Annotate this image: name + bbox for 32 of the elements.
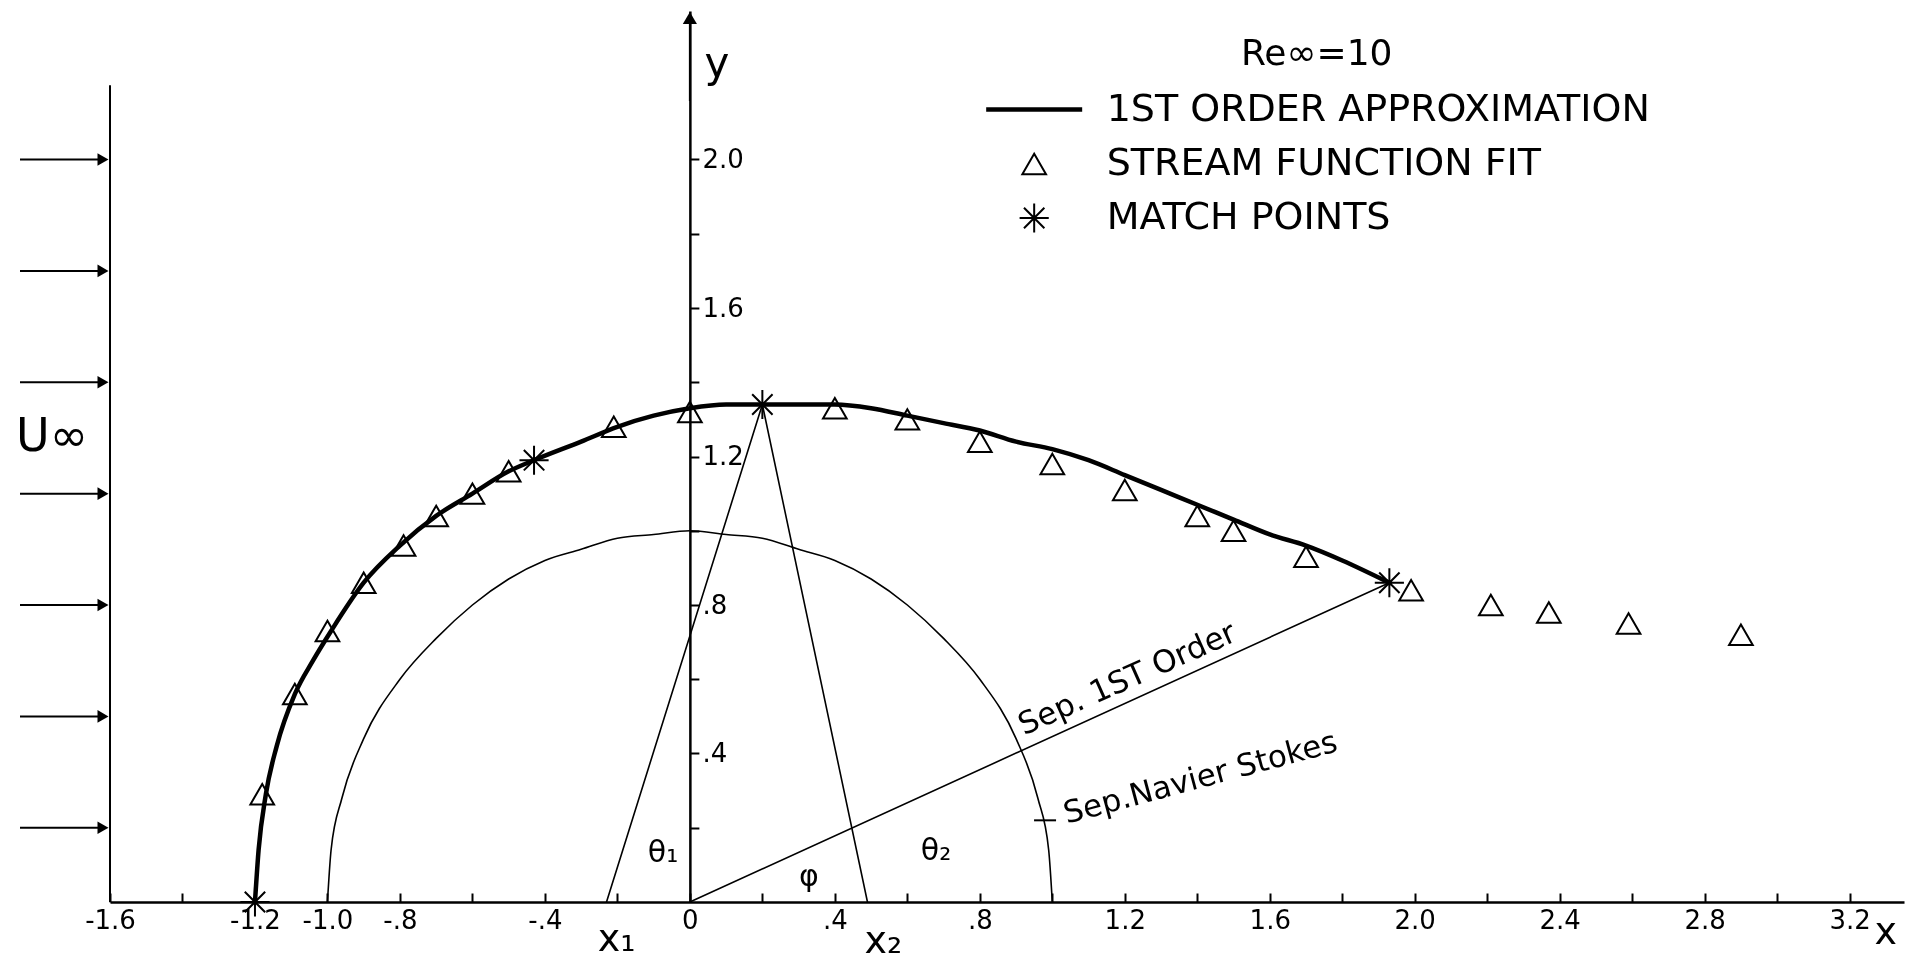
x-tick-label: 2.8 [1684, 904, 1726, 935]
annotation: Sep. 1ST Order [1012, 613, 1242, 742]
legend-label: STREAM FUNCTION FIT [1106, 140, 1542, 184]
x-axis-title: x [1874, 908, 1897, 953]
x-tick-label: 1.6 [1249, 904, 1291, 935]
annotation: φ [799, 858, 819, 893]
x-tick-label: -1.6 [85, 904, 136, 935]
x-tick-label: -1.0 [302, 904, 354, 935]
annotation: θ₁ [647, 834, 679, 869]
x-tick-label: 0 [682, 904, 699, 935]
x-tick-label: .4 [822, 904, 848, 935]
x-tick-label: -.4 [528, 904, 563, 935]
legend-label: MATCH POINTS [1106, 194, 1391, 238]
annotation: θ₂ [920, 832, 952, 867]
x-tick-label: -1.2 [230, 904, 281, 935]
x-tick-label: .8 [967, 904, 993, 935]
annotation: x₁ [597, 916, 636, 960]
y-tick-label: 2.0 [702, 144, 744, 174]
annotation: x₂ [864, 918, 903, 962]
y-tick-label: 1.6 [702, 292, 744, 323]
x-tick-label: 3.2 [1829, 904, 1871, 935]
x-tick-label: 2.0 [1394, 904, 1436, 935]
x-tick-label: 2.4 [1539, 904, 1581, 935]
legend-label: 1ST ORDER APPROXIMATION [1106, 85, 1650, 130]
y-tick-label: .4 [702, 738, 728, 768]
y-axis-title: y [704, 37, 730, 87]
x-tick-label: -.8 [383, 904, 418, 935]
x-tick-label: 1.2 [1104, 904, 1146, 935]
y-tick-label: .8 [702, 589, 728, 620]
legend-title: Re∞=10 [1240, 32, 1393, 73]
y-tick-label: 1.2 [702, 441, 744, 471]
text: U∞ [16, 408, 88, 462]
